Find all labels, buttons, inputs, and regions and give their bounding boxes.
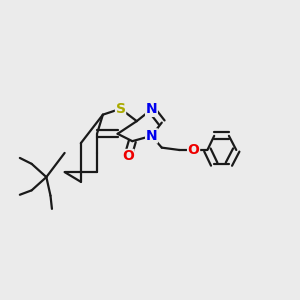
Text: O: O bbox=[122, 149, 134, 164]
Text: O: O bbox=[188, 143, 200, 157]
Text: N: N bbox=[146, 102, 157, 116]
Text: N: N bbox=[146, 129, 157, 143]
Text: S: S bbox=[116, 102, 126, 116]
